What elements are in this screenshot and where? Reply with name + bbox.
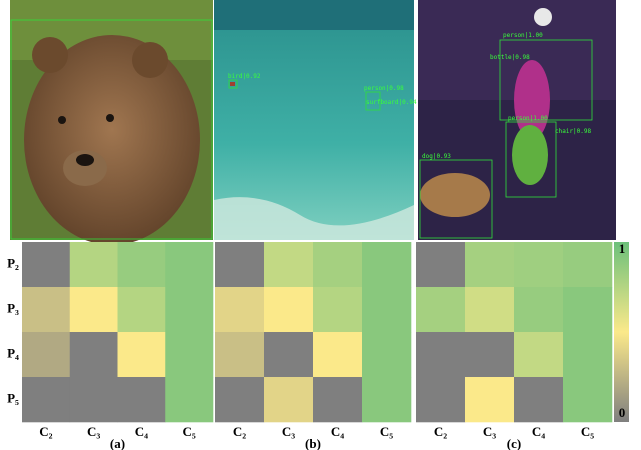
subfigure-label: (c)	[507, 436, 521, 450]
heatmap-cell	[416, 332, 466, 378]
heatmap-cell	[362, 287, 412, 333]
detection-box	[10, 19, 213, 240]
heatmap-cell	[313, 332, 363, 378]
heatmap-cell	[117, 242, 166, 288]
heatmap-cell	[264, 287, 314, 333]
column-label: C₂	[434, 424, 447, 439]
heatmap-cell	[22, 287, 71, 333]
colorbar-tick-label: 1	[619, 241, 626, 256]
heatmap-cell	[514, 287, 564, 333]
image-b: bird|0.92 person|0.98 surfboard|0.94	[214, 0, 417, 240]
heatmap-cell	[22, 242, 71, 288]
detection-label: person|1.00	[508, 115, 548, 122]
row-label: P₅	[7, 390, 19, 405]
heatmap-cell	[313, 287, 363, 333]
colorbar	[614, 242, 629, 422]
heatmap-cell	[514, 242, 564, 288]
column-label: C₄	[532, 424, 545, 439]
column-label: C₅	[380, 424, 393, 439]
heatmap-cell	[362, 242, 412, 288]
heatmap-cell	[215, 242, 265, 288]
heatmap-cell	[264, 332, 314, 378]
heatmap-cell	[563, 287, 613, 333]
heatmap-cell	[465, 287, 515, 333]
subfigure-label: (b)	[305, 436, 321, 450]
heatmap-cell	[69, 242, 118, 288]
heatmap-cell	[69, 287, 118, 333]
heatmap-cell	[165, 332, 214, 378]
detection-box	[365, 91, 381, 111]
heatmap-cell	[165, 287, 214, 333]
column-label: C₂	[233, 424, 246, 439]
heatmap-cell	[215, 332, 265, 378]
column-label: C₄	[135, 424, 148, 439]
heatmap-cell	[264, 242, 314, 288]
heatmap-cell	[215, 287, 265, 333]
heatmap-cell	[465, 242, 515, 288]
heatmap-cell	[22, 377, 71, 423]
column-label: C₅	[182, 424, 195, 439]
heatmap-cell	[514, 377, 564, 423]
heatmap-cell	[362, 377, 412, 423]
heatmap-cell	[563, 242, 613, 288]
column-label: C₃	[483, 424, 496, 439]
detection-box	[228, 79, 238, 89]
heatmap-cell	[465, 377, 515, 423]
detection-box	[505, 121, 557, 198]
subfigure-label: (a)	[110, 436, 125, 450]
heatmap-cell	[215, 377, 265, 423]
heatmap-cell	[165, 377, 214, 423]
detection-label: chair|0.98	[555, 128, 592, 135]
row-label: P₂	[7, 255, 19, 270]
column-label: C₃	[87, 424, 100, 439]
heatmap-cell	[514, 332, 564, 378]
detection-label: bottle|0.98	[490, 54, 530, 61]
heatmap-cell	[117, 377, 166, 423]
heatmap-cell	[416, 377, 466, 423]
column-label: C₂	[39, 424, 52, 439]
column-label: C₃	[282, 424, 295, 439]
heatmap-cell	[264, 377, 314, 423]
heatmap-cell	[313, 242, 363, 288]
heatmap-cell	[563, 332, 613, 378]
image-c: person|1.00 bottle|0.98 person|1.00 chai…	[418, 0, 616, 240]
detection-box	[419, 159, 493, 239]
heatmap-cell	[165, 242, 214, 288]
colorbar-tick-label: 0	[619, 405, 626, 420]
row-label: P₃	[7, 300, 19, 315]
detection-label: dog|0.93	[422, 153, 451, 160]
heatmap-cell	[69, 377, 118, 423]
column-label: C₅	[581, 424, 594, 439]
heatmap-cell	[416, 242, 466, 288]
heatmap-cell	[117, 332, 166, 378]
column-label: C₄	[331, 424, 344, 439]
heatmap-cell	[22, 332, 71, 378]
heatmap-cell	[563, 377, 613, 423]
detection-box	[499, 39, 593, 121]
heatmap-cell	[465, 332, 515, 378]
detection-label: person|1.00	[503, 32, 543, 39]
detection-label: surfboard|0.94	[366, 99, 417, 106]
heatmap-cell	[416, 287, 466, 333]
detection-label: bird|0.92	[228, 73, 261, 80]
detection-label: person|0.98	[364, 85, 404, 92]
heatmap-cell	[69, 332, 118, 378]
heatmap-cell	[362, 332, 412, 378]
heatmap-cell	[313, 377, 363, 423]
heatmap-cell	[117, 287, 166, 333]
image-a	[10, 0, 213, 245]
row-label: P₄	[7, 345, 19, 360]
